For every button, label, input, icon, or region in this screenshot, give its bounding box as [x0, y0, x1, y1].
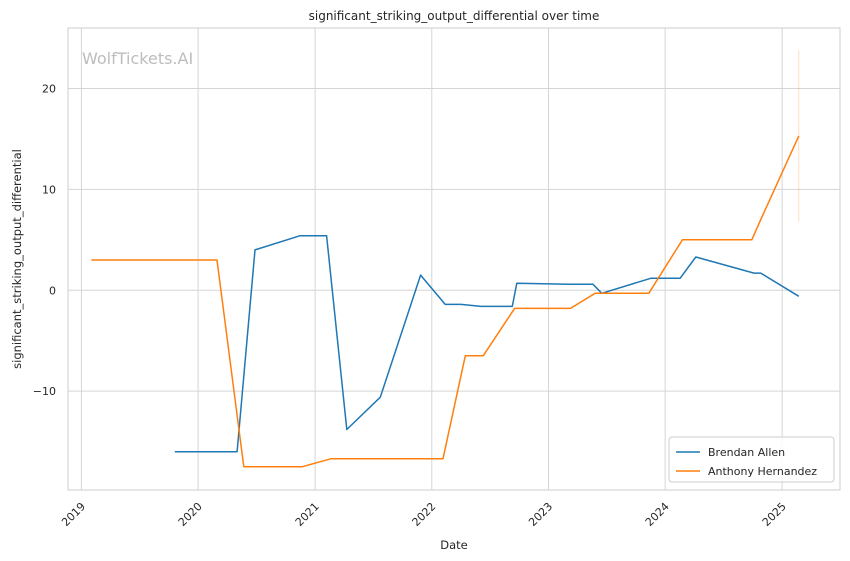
x-axis-title: Date [440, 538, 468, 552]
y-axis-title: significant_striking_output_differential [10, 149, 24, 369]
x-tick-label: 2025 [760, 500, 789, 529]
x-tick-label: 2021 [293, 500, 322, 529]
legend-label-anthony-hernandez: Anthony Hernandez [708, 465, 817, 478]
watermark: WolfTickets.AI [82, 49, 193, 68]
legend-label-brendan-allen: Brendan Allen [708, 446, 785, 459]
series-line-brendan-allen [174, 235, 800, 453]
x-tick-label: 2024 [643, 500, 672, 529]
x-tick-label: 2020 [176, 500, 205, 529]
series-line-anthony-hernandez [91, 135, 800, 468]
chart-title: significant_striking_output_differential… [309, 9, 600, 23]
x-gridlines [80, 28, 783, 490]
legend: Brendan Allen Anthony Hernandez [668, 436, 835, 483]
x-tick-label: 2019 [59, 500, 88, 529]
x-tick-label: 2022 [409, 500, 438, 529]
y-gridlines [68, 88, 840, 392]
y-tick-label: 10 [42, 183, 56, 196]
series-lines [91, 135, 800, 468]
x-tick-label: 2023 [526, 500, 555, 529]
y-tick-label: 0 [49, 284, 56, 297]
x-tick-labels: 2019 2020 2021 2022 2023 2024 2025 [59, 500, 789, 529]
plot-area [67, 27, 841, 491]
y-tick-label: −10 [33, 385, 56, 398]
y-tick-labels: −10 0 10 20 [33, 83, 56, 399]
y-tick-label: 20 [42, 83, 56, 96]
legend-box [668, 436, 835, 483]
